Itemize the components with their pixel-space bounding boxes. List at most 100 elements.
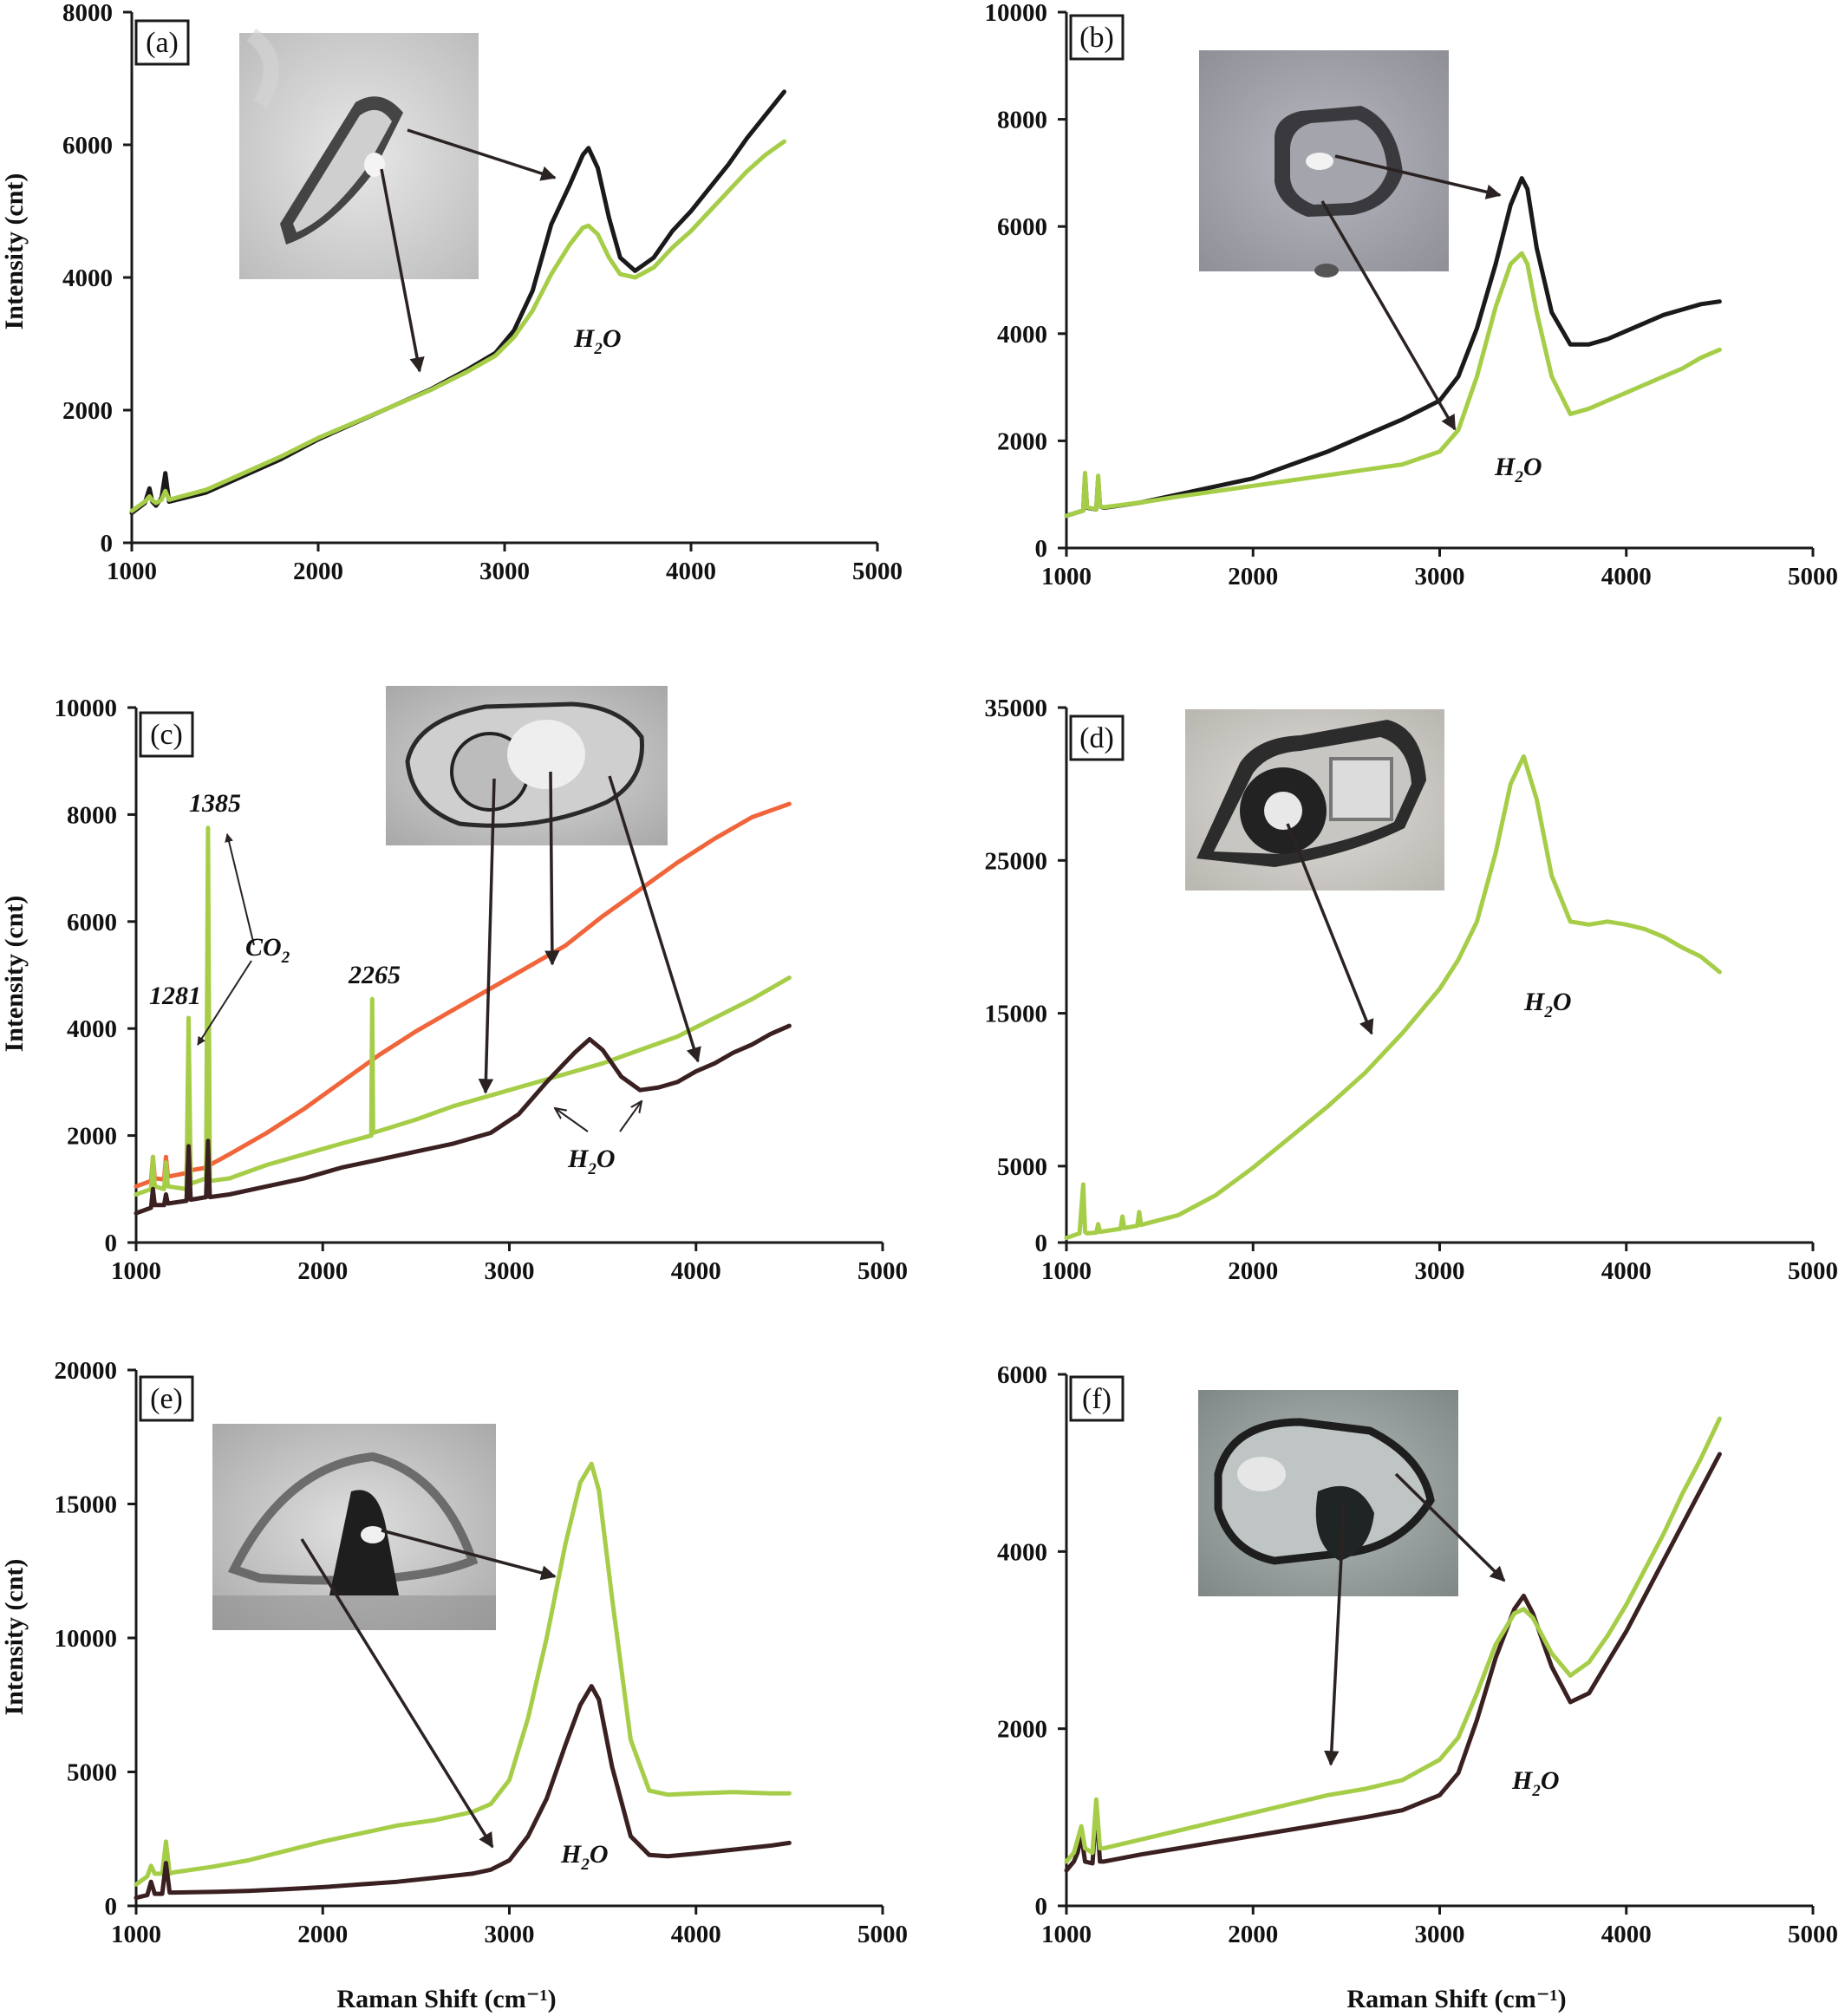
arrow-f-2 [1324, 1504, 1346, 1766]
x-axis-title-f: Raman Shift (cm⁻¹) [1346, 1985, 1566, 2013]
x-tick-label-a-0: 1000 [107, 558, 157, 585]
h2o-label-d: H2O [1523, 988, 1572, 1021]
x-tick-label-e-2: 3000 [485, 1921, 535, 1948]
y-tick-label-a-4: 8000 [62, 0, 113, 27]
series-line-e-green [134, 1461, 792, 1887]
x-tick-label-d-3: 4000 [1601, 1257, 1652, 1285]
peak-label-1385: 1385 [189, 789, 241, 818]
x-tick-label-c-4: 5000 [857, 1257, 908, 1285]
panel-a: 1000 2000 3000 4000 5000 0 2000 4000 6000 8000 (a… [62, 0, 903, 585]
x-tick-label-b-1: 2000 [1228, 563, 1278, 590]
y-tick-label-a-1: 2000 [62, 397, 113, 425]
h2o-label-b: H2O [1494, 453, 1542, 486]
x-tick-label-c-2: 3000 [485, 1257, 535, 1285]
x-tick-label-e-0: 1000 [111, 1921, 161, 1948]
x-tick-label-e-4: 5000 [857, 1921, 908, 1948]
y-tick-label-c-4: 8000 [67, 801, 117, 829]
y-tick-label-e-4: 20000 [55, 1357, 118, 1385]
x-tick-label-d-1: 2000 [1228, 1257, 1278, 1285]
x-tick-label-f-4: 5000 [1788, 1921, 1838, 1948]
y-tick-label-b-5: 10000 [985, 0, 1048, 27]
y-tick-label-b-0: 0 [1035, 535, 1048, 563]
panel-d: 1000 2000 3000 4000 5000 0 5000 15000 25000 35000… [985, 695, 1839, 1285]
svg-text:(a): (a) [146, 27, 179, 59]
y-tick-label-e-2: 10000 [55, 1625, 118, 1653]
plot-area-c: 1000 2000 3000 4000 5000 0 2000 4000 6000 8000 100… [55, 695, 909, 1285]
arrow-c-2 [544, 771, 560, 966]
y-tick-label-b-3: 6000 [997, 213, 1047, 241]
y-tick-label-d-3: 25000 [985, 847, 1048, 875]
y-tick-label-d-0: 0 [1035, 1230, 1048, 1257]
x-tick-label-c-0: 1000 [111, 1257, 161, 1285]
series-line-a-green [129, 139, 786, 513]
peak-label-2265: 2265 [348, 961, 401, 989]
panel-b: 1000 2000 3000 4000 5000 0 2000 4000 6000 8000 100… [985, 0, 1839, 590]
x-tick-label-b-3: 4000 [1601, 563, 1652, 590]
plot-area-d: 1000 2000 3000 4000 5000 0 5000 15000 25000 35000 [985, 695, 1839, 1285]
x-tick-label-a-2: 3000 [479, 558, 530, 585]
y-axis-title-e: Intensity (cnt) [0, 1559, 29, 1716]
arrow-h2o-c-right [619, 1101, 642, 1132]
panel-label-e: (e) [139, 1375, 194, 1422]
svg-text:(d): (d) [1079, 722, 1114, 754]
svg-text:(e): (e) [150, 1383, 183, 1415]
x-tick-label-d-0: 1000 [1041, 1257, 1092, 1285]
y-axis-title-c: Intensity (cnt) [0, 896, 29, 1053]
y-tick-label-c-3: 6000 [67, 909, 117, 936]
micrograph-f [1198, 1390, 1458, 1596]
arrow-a-2 [380, 168, 425, 373]
x-tick-label-e-1: 2000 [297, 1921, 348, 1948]
arrow-h2o-c-left [555, 1108, 589, 1132]
series-line-e-darkred [134, 1684, 792, 1901]
panel-f: 1000 2000 3000 4000 5000 0 2000 4000 6000 (f) H2… [997, 1361, 1838, 1948]
series-line-b-green [1064, 251, 1722, 519]
arrow-b-2 [1320, 200, 1457, 431]
arrow-e-2 [300, 1538, 494, 1849]
x-tick-label-a-3: 4000 [666, 558, 716, 585]
y-tick-label-a-3: 6000 [62, 132, 113, 160]
x-tick-label-a-4: 5000 [852, 558, 903, 585]
y-tick-label-e-1: 5000 [67, 1759, 117, 1787]
y-tick-label-f-2: 4000 [997, 1538, 1047, 1566]
svg-text:(c): (c) [150, 719, 183, 751]
x-tick-label-b-4: 5000 [1788, 563, 1838, 590]
x-tick-label-f-3: 4000 [1601, 1921, 1652, 1948]
arrow-c-1 [478, 778, 496, 1094]
svg-text:(f): (f) [1082, 1383, 1112, 1415]
micrograph-d [1185, 709, 1444, 891]
x-tick-label-b-2: 3000 [1415, 563, 1465, 590]
x-tick-label-c-3: 4000 [671, 1257, 721, 1285]
y-tick-label-c-0: 0 [105, 1230, 118, 1257]
series-line-d-green [1064, 754, 1722, 1241]
h2o-label-a: H2O [573, 324, 622, 358]
x-tick-label-f-1: 2000 [1228, 1921, 1278, 1948]
arrow-f-1 [1394, 1472, 1506, 1582]
x-tick-label-f-2: 3000 [1415, 1921, 1465, 1948]
plot-area-f: 1000 2000 3000 4000 5000 0 2000 4000 6000 [997, 1361, 1838, 1948]
h2o-label-e: H2O [560, 1840, 609, 1874]
y-tick-label-f-3: 6000 [997, 1361, 1047, 1389]
arrow-co2-1281 [197, 960, 252, 1046]
y-tick-label-b-1: 2000 [997, 427, 1047, 455]
h2o-label-f: H2O [1511, 1766, 1560, 1800]
micrograph-a [239, 28, 479, 279]
panel-label-f: (f) [1069, 1375, 1125, 1422]
y-axis-title-a: Intensity (cnt) [0, 173, 29, 330]
series-line-a-black [129, 89, 786, 516]
y-tick-label-f-0: 0 [1035, 1893, 1048, 1921]
arrow-b-1 [1334, 154, 1502, 199]
plot-area-b: 1000 2000 3000 4000 5000 0 2000 4000 6000 8000 100… [985, 0, 1839, 590]
micrograph-e [212, 1424, 496, 1630]
x-tick-label-f-0: 1000 [1041, 1921, 1092, 1948]
panel-label-a: (a) [134, 19, 190, 66]
micrograph-c [386, 686, 668, 845]
series-line-c-green [134, 825, 792, 1197]
x-axis-title-e: Raman Shift (cm⁻¹) [336, 1985, 556, 2013]
y-tick-label-b-4: 8000 [997, 107, 1047, 134]
plot-area-e: 1000 2000 3000 4000 5000 0 5000 10000 15000 20000 [55, 1357, 909, 1948]
x-tick-label-c-1: 2000 [297, 1257, 348, 1285]
series-line-c-darkred [134, 1023, 792, 1216]
y-tick-label-c-1: 2000 [67, 1123, 117, 1151]
panel-label-c: (c) [139, 711, 194, 758]
